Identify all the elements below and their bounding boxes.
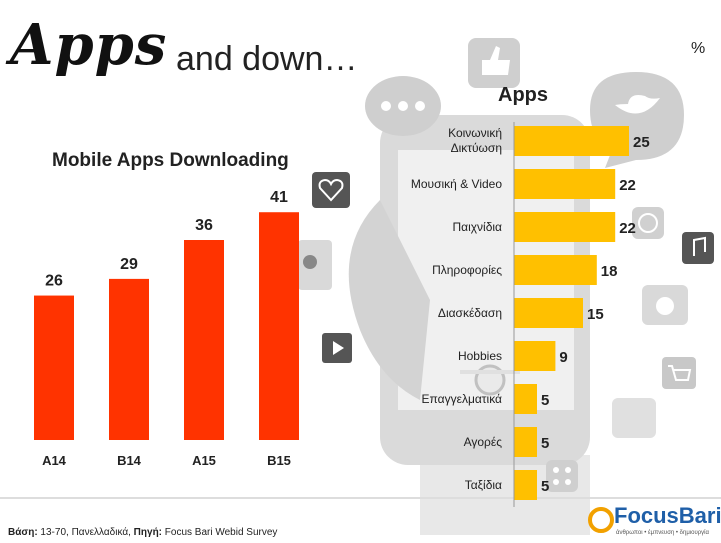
hbar-7: [514, 427, 537, 457]
hbar-2: [514, 212, 616, 242]
x-tick-label: B14: [117, 453, 142, 468]
pin-icon: [612, 398, 656, 438]
footer-source: Βάση: 13-70, Πανελλαδικά, Πηγή: Focus Ba…: [8, 527, 277, 538]
thumb-shape: [348, 200, 430, 400]
left-chart-title: Mobile Apps Downloading: [52, 150, 289, 171]
hbar-1: [514, 169, 616, 199]
bar-B14: [109, 278, 149, 440]
hbar-value-label: 18: [601, 263, 618, 280]
hbar-6: [514, 384, 537, 414]
globe-icon: [632, 207, 664, 239]
hbar-value-label: 22: [619, 177, 636, 194]
bar-value-label: 41: [270, 189, 288, 206]
footer-text-base: 13-70, Πανελλαδικά,: [37, 527, 134, 538]
hbar-0: [514, 126, 629, 156]
hbar-value-label: 5: [541, 478, 549, 495]
hbar-3: [514, 255, 597, 285]
logo-name: FocusBari: [614, 503, 721, 528]
right-chart-title: Apps: [498, 84, 548, 106]
y-tick-label: Δικτύωση: [451, 141, 502, 155]
bar-value-label: 26: [45, 273, 63, 290]
bar-A15: [184, 240, 224, 440]
x-tick-label: A15: [192, 453, 216, 468]
y-tick-label: Κοινωνική: [448, 126, 502, 140]
focusbari-logo: FocusBari άνθρωποι • έμπνευση • δημιουργ…: [586, 503, 721, 541]
x-tick-label: B15: [267, 453, 291, 468]
y-tick-label: Πληροφορίες: [432, 263, 502, 277]
hbar-5: [514, 341, 556, 371]
y-tick-label: Διασκέδαση: [438, 306, 502, 320]
y-tick-label: Παιχνίδια: [452, 220, 502, 234]
y-tick-label: Αγορές: [464, 435, 503, 449]
hbar-value-label: 5: [541, 392, 549, 409]
bar-value-label: 36: [195, 217, 213, 234]
unit-label: %: [691, 40, 706, 57]
footer-text-source: Focus Bari Webid Survey: [162, 527, 278, 538]
y-tick-label: Επαγγελματικά: [422, 392, 503, 406]
hbar-value-label: 15: [587, 306, 604, 323]
hbar-value-label: 25: [633, 134, 650, 151]
y-tick-label: Μουσική & Video: [411, 177, 502, 191]
y-tick-label: Ταξίδια: [465, 478, 502, 492]
hbar-value-label: 5: [541, 435, 549, 452]
bar-A14: [34, 295, 74, 440]
bar-B15: [259, 212, 299, 440]
hbar-4: [514, 298, 583, 328]
title-apps: Apps: [10, 12, 168, 78]
hbar-8: [514, 470, 537, 500]
logo-tagline: άνθρωποι • έμπνευση • δημιουργία: [616, 530, 709, 536]
y-tick-label: Hobbies: [458, 349, 502, 363]
hbar-value-label: 9: [559, 349, 567, 366]
footer-label-base: Βάση:: [8, 527, 38, 538]
hbar-value-label: 22: [619, 220, 636, 237]
bar-value-label: 29: [120, 256, 138, 273]
title-subtitle: and down…: [176, 40, 358, 78]
x-tick-label: A14: [42, 453, 67, 468]
magnifier-icon: [588, 507, 614, 533]
footer-label-source: Πηγή:: [133, 527, 163, 538]
